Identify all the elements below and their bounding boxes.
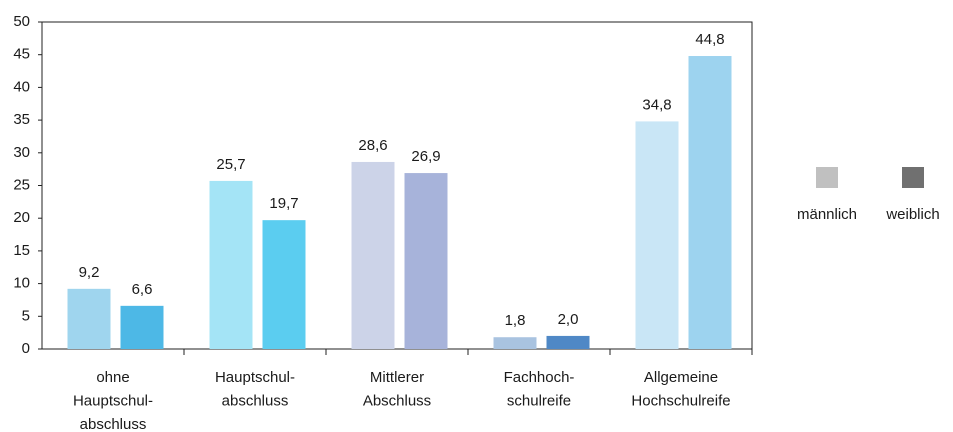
legend-swatch [816, 167, 838, 188]
y-tick-label: 40 [13, 78, 30, 95]
x-tick-label: Allgemeine [644, 369, 718, 386]
bar [262, 220, 306, 349]
y-tick-label: 10 [13, 275, 30, 292]
bar [635, 121, 679, 350]
bar [120, 305, 164, 349]
y-tick-label: 20 [13, 209, 30, 226]
x-tick-label: schulreife [507, 392, 571, 409]
value-label: 34,8 [642, 96, 671, 113]
bar [351, 161, 395, 349]
y-tick-label: 25 [13, 176, 30, 193]
value-label: 28,6 [358, 137, 387, 154]
value-label: 44,8 [695, 31, 724, 48]
value-label: 9,2 [79, 264, 100, 281]
bar [404, 173, 448, 349]
bar [493, 337, 537, 349]
x-tick-label: Hauptschul- [215, 369, 295, 386]
y-tick-label: 0 [22, 340, 30, 357]
x-tick-label: ohne [96, 369, 129, 386]
x-tick-label: Hauptschul- [73, 392, 153, 409]
y-tick-label: 15 [13, 242, 30, 259]
x-tick-label: Abschluss [363, 392, 431, 409]
value-label: 1,8 [505, 312, 526, 329]
bar [546, 335, 590, 349]
y-tick-label: 45 [13, 46, 30, 63]
bar [688, 56, 732, 350]
legend-swatch [902, 167, 924, 188]
y-tick-label: 30 [13, 144, 30, 161]
bar [209, 180, 253, 349]
x-tick-label: abschluss [80, 416, 147, 432]
y-tick-label: 5 [22, 307, 30, 324]
x-tick-label: Mittlerer [370, 369, 424, 386]
value-label: 2,0 [558, 311, 579, 328]
value-label: 19,7 [269, 195, 298, 212]
value-label: 26,9 [411, 148, 440, 165]
value-label: 25,7 [216, 156, 245, 173]
legend-label: männlich [797, 206, 857, 223]
x-tick-label: abschluss [222, 392, 289, 409]
legend-label: weiblich [885, 206, 939, 223]
y-tick-label: 35 [13, 111, 30, 128]
y-tick-label: 50 [13, 13, 30, 30]
value-label: 6,6 [132, 281, 153, 298]
x-tick-label: Fachhoch- [504, 369, 575, 386]
bar [67, 288, 111, 349]
x-tick-label: Hochschulreife [631, 392, 730, 409]
